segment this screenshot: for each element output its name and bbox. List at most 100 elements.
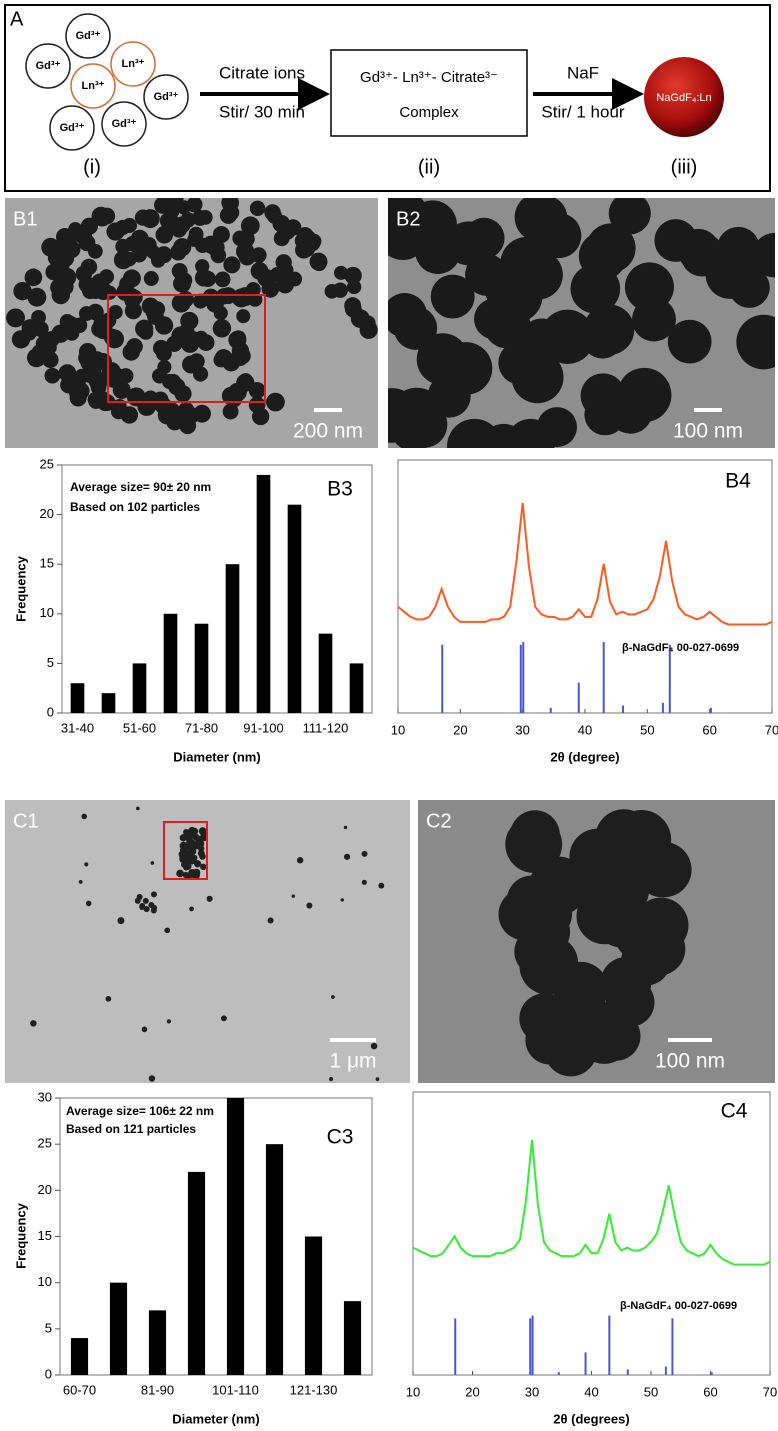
particle: [222, 403, 239, 420]
particle: [388, 198, 429, 244]
particle: [136, 806, 140, 811]
ion-label: Gd³⁺: [76, 30, 101, 42]
particle: [519, 993, 570, 1044]
particle: [238, 373, 254, 388]
particle: [152, 339, 170, 357]
particle: [219, 206, 237, 224]
particle: [189, 906, 194, 912]
particle: [249, 200, 266, 217]
x-tick-label: 121-130: [290, 1382, 338, 1397]
particle: [296, 857, 304, 864]
annotation: Based on 102 particles: [70, 500, 200, 514]
particle: [195, 259, 210, 274]
particle: [69, 389, 87, 407]
particle: [186, 838, 193, 846]
particle: [488, 268, 543, 323]
particle: [150, 907, 157, 914]
particle: [198, 827, 207, 836]
particle: [375, 1077, 380, 1081]
x-tick-label: 51-60: [123, 720, 156, 735]
particle: [344, 297, 362, 315]
particle: [361, 879, 367, 885]
particle: [141, 1026, 148, 1033]
particle: [378, 882, 385, 889]
bar: [256, 474, 271, 713]
bar: [163, 613, 178, 713]
particle: [183, 828, 190, 836]
bar: [109, 1282, 128, 1375]
arrow-text: Stir/ 1 hour: [541, 102, 624, 121]
particle: [586, 223, 636, 273]
particle: [344, 266, 362, 285]
plot-frame: [59, 1097, 373, 1376]
arrow-text: Citrate ions: [219, 63, 305, 82]
annotation: Average size= 106± 22 nm: [66, 1104, 214, 1118]
y-axis-title: Frequency: [13, 555, 28, 622]
plot-frame: [61, 464, 373, 714]
bar: [70, 1338, 89, 1375]
particle: [597, 864, 650, 917]
ion: [49, 105, 95, 151]
y-tick-label: 10: [38, 1274, 52, 1289]
ion-label: Gd³⁺: [36, 60, 61, 72]
particle: [44, 367, 61, 384]
particle: [105, 371, 122, 388]
x-tick-label: 60: [702, 722, 716, 737]
y-tick-label: 15: [40, 556, 54, 571]
particle: [266, 392, 285, 412]
step-label: (iii): [671, 156, 698, 178]
y-tick-label: 25: [40, 456, 54, 471]
arrow-text: Stir/ 30 min: [219, 102, 305, 121]
particle: [148, 1075, 156, 1082]
particle: [340, 898, 344, 902]
x-tick-label: 111-120: [303, 720, 349, 735]
panel-label: C2: [426, 810, 452, 832]
panel-label: C1: [13, 810, 39, 832]
particle: [231, 288, 251, 308]
panel-label: B3: [327, 478, 353, 501]
x-axis-title: 2θ (degrees): [553, 1411, 629, 1426]
panel-label: B1: [13, 208, 37, 230]
particle: [329, 1077, 334, 1082]
particle: [151, 368, 168, 384]
particle: [192, 868, 201, 877]
bar: [318, 633, 333, 713]
bar: [194, 623, 209, 713]
bar: [132, 663, 147, 713]
particle: [91, 273, 109, 291]
particle: [212, 319, 232, 338]
particle: [220, 1015, 227, 1022]
x-tick-label: 50: [640, 722, 654, 737]
x-axis-title: Diameter (nm): [173, 749, 260, 764]
particle: [119, 276, 135, 292]
y-tick-label: 20: [40, 506, 54, 521]
particle: [191, 827, 199, 835]
particle: [113, 250, 133, 270]
x-axis-title: 2θ (degree): [550, 749, 619, 764]
particle: [505, 815, 563, 873]
panel-label: C4: [721, 1100, 748, 1123]
micrograph: [5, 198, 378, 448]
particle: [677, 228, 720, 272]
particle: [194, 835, 202, 843]
particle: [136, 237, 152, 253]
particle: [179, 834, 188, 842]
particle: [306, 902, 313, 909]
particle: [736, 314, 775, 370]
particle: [415, 228, 461, 275]
particle: [261, 280, 280, 298]
particle: [166, 335, 183, 352]
particle: [632, 297, 676, 342]
particle: [580, 373, 626, 419]
panel-label: A: [10, 8, 24, 30]
particle: [6, 308, 26, 328]
particle: [102, 285, 117, 300]
ion: [143, 74, 189, 120]
particle: [264, 204, 281, 221]
particle: [463, 217, 505, 259]
bar: [225, 564, 240, 713]
particle: [298, 240, 316, 258]
y-tick-label: 0: [47, 704, 54, 719]
particle: [180, 846, 189, 854]
particle: [214, 271, 231, 288]
